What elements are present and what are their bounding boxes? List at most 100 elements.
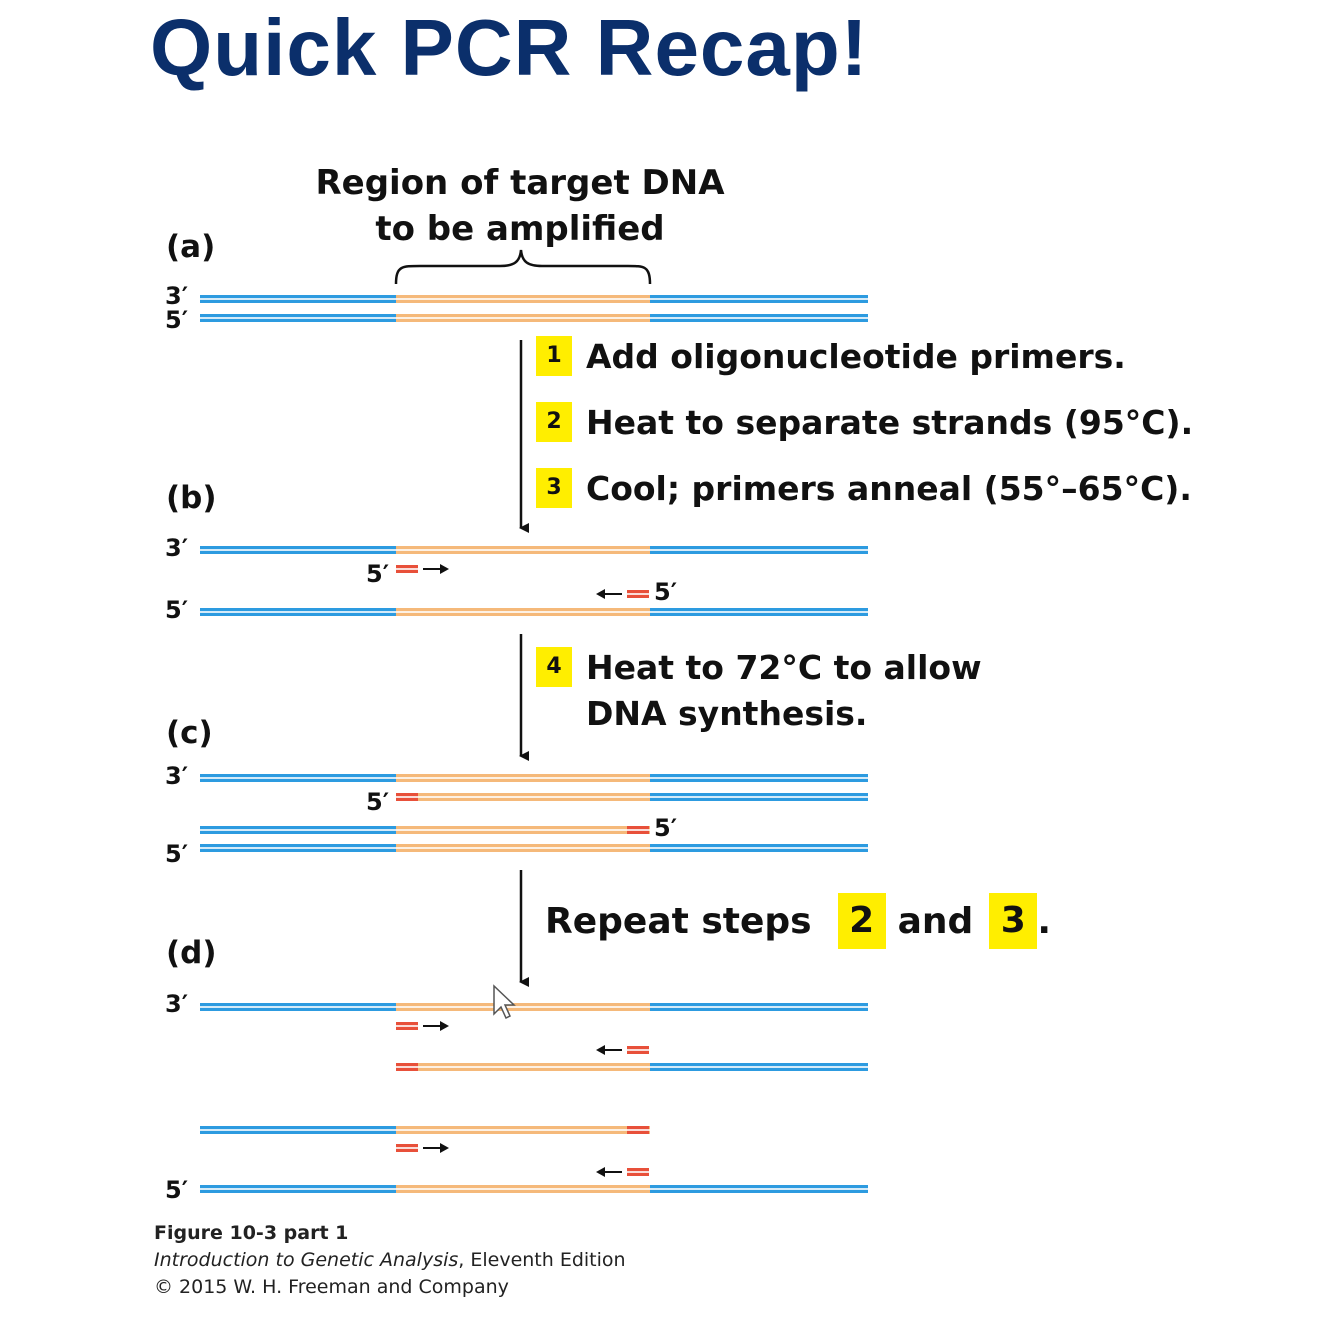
strand-gap (650, 611, 868, 613)
strand-gap (396, 549, 650, 551)
strand-gap (200, 829, 396, 831)
strand-gap (200, 847, 396, 849)
strand-gap (200, 1129, 396, 1131)
primer-b2 (627, 590, 649, 598)
primer-d6 (627, 1168, 649, 1176)
strand-gap (396, 1066, 650, 1068)
primer-c2 (627, 826, 649, 834)
repeat-badge-3: 3 (989, 893, 1038, 949)
target-region-line-1: Region of target DNA (315, 163, 725, 203)
end-label-3prime-c: 3′ (165, 762, 189, 790)
primer-c1 (396, 793, 418, 801)
repeat-suffix: . (1037, 900, 1051, 942)
step-text-4: Heat to 72°C to allow (586, 648, 982, 687)
left-arrow-icon (596, 1167, 622, 1177)
strand-gap (650, 549, 868, 551)
dna-strands (200, 295, 868, 1193)
strand-d-2 (396, 1063, 868, 1071)
strand-gap (650, 1066, 868, 1068)
right-arrow-icon (423, 1021, 449, 1031)
step-text-1: Add oligonucleotide primers. (586, 337, 1126, 376)
target-region-label: Region of target DNA to be amplified (300, 160, 740, 252)
book-edition: , Eleventh Edition (458, 1249, 626, 1271)
step-1: 1 Add oligonucleotide primers. (536, 334, 1126, 380)
primer-d3 (396, 1063, 418, 1071)
strand-gap (200, 1006, 396, 1008)
step-text-3: Cool; primers anneal (55°–65°C). (586, 469, 1192, 508)
primer-d4 (627, 1126, 649, 1134)
strand-gap (650, 1188, 868, 1190)
primer-gap (627, 1049, 649, 1051)
primer-gap (627, 1171, 649, 1173)
primer-gap (627, 1129, 649, 1131)
strand-gap (396, 317, 650, 319)
step-3: 3 Cool; primers anneal (55°–65°C). (536, 466, 1192, 512)
strand-a-bottom (200, 314, 868, 322)
step-badge-1: 1 (536, 336, 572, 376)
strand-gap (200, 549, 396, 551)
page-title: Quick PCR Recap! (150, 3, 869, 92)
strand-gap (396, 1129, 650, 1131)
step-badge-3: 3 (536, 468, 572, 508)
strand-gap (396, 777, 650, 779)
strand-b-bottom (200, 608, 868, 616)
strand-gap (396, 298, 650, 300)
primer-5prime-label-b2: 5′ (654, 578, 678, 606)
strand-gap (650, 777, 868, 779)
primer-gap (627, 829, 649, 831)
strand-c-new-bottom (200, 826, 650, 834)
primer-gap (396, 1147, 418, 1149)
end-label-3prime-b: 3′ (165, 534, 189, 562)
primer-d2 (627, 1046, 649, 1054)
strand-c-template-top (200, 774, 868, 782)
strand-c-new-top (396, 793, 868, 801)
repeat-and: and (897, 900, 974, 942)
end-label-5prime-d: 5′ (165, 1176, 189, 1204)
primer-5prime-label-c2: 5′ (654, 814, 678, 842)
figure-source: Introduction to Genetic Analysis, Eleven… (154, 1249, 626, 1271)
panel-label-b: (b) (166, 480, 217, 516)
strand-b-top (200, 546, 868, 554)
strand-gap (650, 796, 868, 798)
strand-gap (396, 847, 650, 849)
repeat-prefix: Repeat steps (545, 900, 812, 942)
step-text-4-line-2: DNA synthesis. (586, 694, 868, 733)
panel-label-d: (d) (166, 935, 217, 971)
strand-gap (650, 298, 868, 300)
arrow-head (440, 1143, 449, 1153)
strand-gap (200, 317, 396, 319)
strand-gap (396, 611, 650, 613)
primer-gap (396, 1025, 418, 1027)
primers (396, 565, 649, 1176)
step-2: 2 Heat to separate strands (95°C). (536, 400, 1193, 446)
figure-copyright: © 2015 W. H. Freeman and Company (154, 1276, 509, 1298)
strand-gap (396, 796, 650, 798)
panel-label-a: (a) (166, 229, 216, 265)
book-title: Introduction to Genetic Analysis (154, 1249, 459, 1271)
left-arrow-icon (596, 1045, 622, 1055)
primer-5prime-label-c1: 5′ (366, 788, 390, 816)
end-label-3prime-d: 3′ (165, 990, 189, 1018)
strand-gap (650, 847, 868, 849)
strand-d-1 (200, 1003, 868, 1011)
strand-c-template-bottom (200, 844, 868, 852)
strand-a-top (200, 295, 868, 303)
right-arrow-icon (423, 1143, 449, 1153)
strand-d-4 (200, 1185, 868, 1193)
mouse-cursor-icon (493, 984, 516, 1020)
strand-gap (650, 1006, 868, 1008)
left-arrow-icon (596, 589, 622, 599)
repeat-steps: Repeat steps 2 and 3 . (545, 893, 1051, 949)
primer-b1 (396, 565, 418, 573)
step-badge-4: 4 (536, 647, 572, 687)
strand-gap (396, 829, 650, 831)
arrow-head (596, 1045, 605, 1055)
arrow-head (440, 564, 449, 574)
repeat-badge-2: 2 (837, 893, 886, 949)
arrow-head (596, 589, 605, 599)
primer-gap (396, 796, 418, 798)
panel-label-c: (c) (166, 715, 213, 751)
strand-gap (200, 298, 396, 300)
primer-gap (396, 568, 418, 570)
